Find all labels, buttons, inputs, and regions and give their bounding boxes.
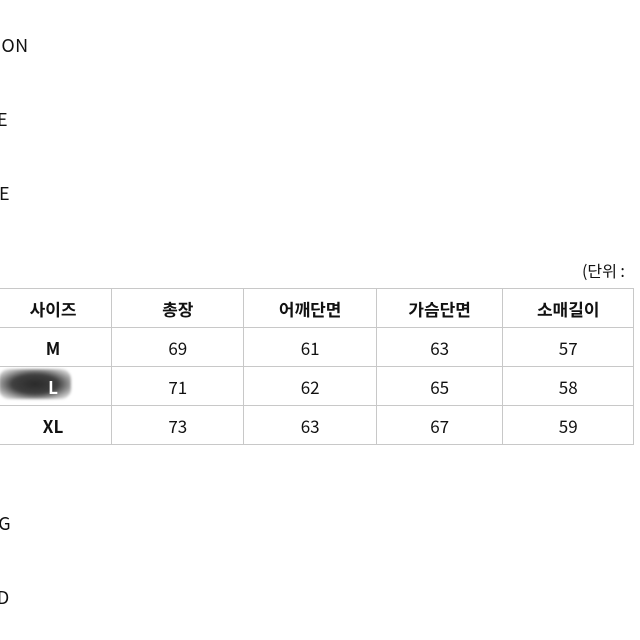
value-cell: 58 [503,367,634,406]
value-cell: 59 [503,406,634,445]
table-row: M69616357 [0,328,634,367]
unit-note: (단위 : [582,258,625,282]
table-header-row: 사이즈총장어깨단면가슴단면소매길이 [0,289,634,328]
table-header-cell: 총장 [112,289,244,328]
value-cell: 65 [376,367,503,406]
value-cell: 57 [503,328,634,367]
table-body: M69616357L71626558XL73636759 [0,328,634,445]
value-cell: 63 [376,328,503,367]
table-row: XL73636759 [0,406,634,445]
size-table: 사이즈총장어깨단면가슴단면소매길이 M69616357L71626558XL73… [0,288,634,445]
table-header-cell: 사이즈 [0,289,112,328]
size-label: L [48,374,58,399]
smudge-overlay [0,369,71,399]
page-root: TRUCTION TICE GUIDE (단위 : 사이즈총장어깨단면가슴단면소… [0,0,640,640]
value-cell: 61 [244,328,376,367]
value-cell: 62 [244,367,376,406]
table-header-cell: 어깨단면 [244,289,376,328]
section-heading-instruction: TRUCTION [0,32,29,58]
value-cell: 63 [244,406,376,445]
table-header-cell: 소매길이 [503,289,634,328]
size-cell: XL [0,406,112,445]
value-cell: 67 [376,406,503,445]
section-heading-size-guide: GUIDE [0,180,10,206]
section-heading-cleaning: ANING [0,510,11,536]
value-cell: 73 [112,406,244,445]
size-cell: M [0,328,112,367]
size-cell: L [0,367,112,406]
section-heading-exchange-refund: HANGE & REFUND [0,584,10,610]
value-cell: 71 [112,367,244,406]
section-heading-notice: TICE [0,106,8,132]
table-header-cell: 가슴단면 [376,289,503,328]
value-cell: 69 [112,328,244,367]
table-row: L 71626558 [0,367,634,406]
